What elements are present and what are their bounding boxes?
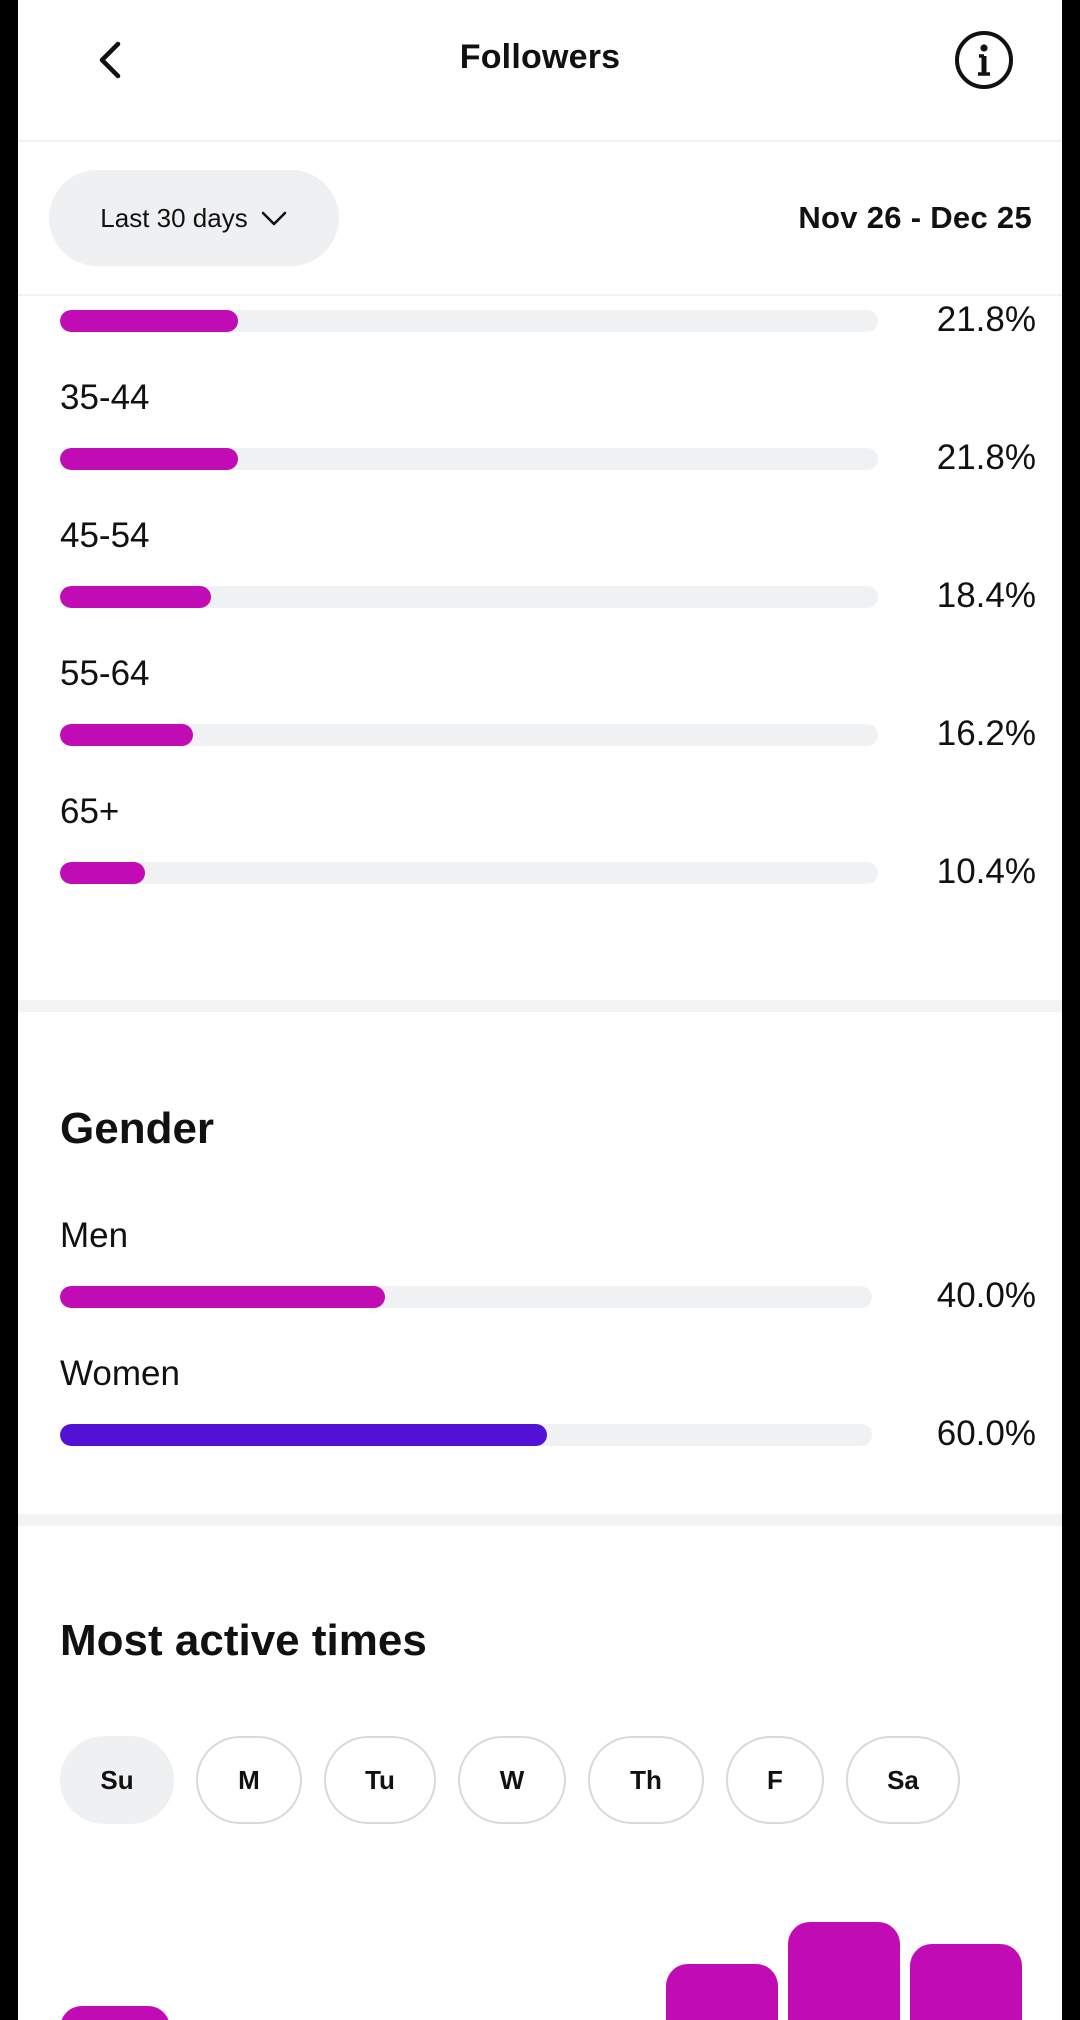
row-label: 65+ [60, 792, 120, 831]
row-value: 40.0% [936, 1276, 1036, 1315]
bar-track [60, 586, 878, 608]
day-chip-w[interactable]: W [458, 1736, 566, 1824]
row-label: 55-64 [60, 654, 150, 693]
content: 21.8% 35-44 21.8% 45-54 18.4% 55-64 16.2… [18, 296, 1062, 2020]
bar-track [60, 1286, 872, 1308]
section-divider [18, 1000, 1062, 1012]
day-chip-m[interactable]: M [196, 1736, 302, 1824]
bar-track [60, 448, 878, 470]
day-chip-f[interactable]: F [726, 1736, 824, 1824]
chevron-left-icon [99, 41, 121, 79]
day-chip-tu[interactable]: Tu [324, 1736, 436, 1824]
day-chip-sa[interactable]: Sa [846, 1736, 960, 1824]
row-value: 18.4% [936, 576, 1036, 615]
bar-fill [60, 862, 146, 884]
activity-bar [788, 1922, 900, 2020]
row-value: 16.2% [936, 714, 1036, 753]
right-edge [1062, 0, 1080, 2020]
active-times-title: Most active times [60, 1616, 427, 1665]
chevron-down-icon [261, 211, 287, 226]
top-bar: Followers [18, 0, 1062, 142]
filter-bar: Last 30 days Nov 26 - Dec 25 [18, 142, 1062, 296]
row-value: 60.0% [936, 1414, 1036, 1453]
bar-track [60, 1424, 872, 1446]
info-icon [955, 31, 1013, 89]
date-range-text: Nov 26 - Dec 25 [798, 200, 1032, 235]
activity-bar [666, 1964, 778, 2020]
activity-bar [910, 1944, 1022, 2020]
bar-track [60, 724, 878, 746]
row-label: 45-54 [60, 516, 150, 555]
page-title: Followers [459, 38, 621, 76]
row-value: 10.4% [936, 852, 1036, 891]
bar-fill [60, 448, 239, 470]
info-button[interactable] [952, 28, 1016, 92]
bar-fill [60, 1424, 548, 1446]
back-button[interactable] [80, 30, 140, 90]
day-chip-su[interactable]: Su [60, 1736, 174, 1824]
bar-fill [60, 586, 211, 608]
row-label: Women [60, 1354, 180, 1393]
active-times-chart [18, 1886, 1062, 2020]
bar-fill [60, 310, 239, 332]
row-label: Men [60, 1216, 129, 1255]
section-divider [18, 1514, 1062, 1526]
date-range-dropdown-label: Last 30 days [100, 202, 248, 233]
bar-track [60, 862, 878, 884]
day-chip-th[interactable]: Th [588, 1736, 704, 1824]
bar-track [60, 310, 878, 332]
activity-bar [60, 2006, 170, 2020]
row-label: 35-44 [60, 378, 150, 417]
bar-fill [60, 724, 193, 746]
date-range-dropdown[interactable]: Last 30 days [49, 170, 339, 266]
gender-title: Gender [60, 1104, 215, 1153]
left-edge [0, 0, 18, 2020]
bar-fill [60, 1286, 385, 1308]
row-value: 21.8% [936, 300, 1036, 339]
row-value: 21.8% [936, 438, 1036, 477]
day-selector: Su M Tu W Th F Sa [60, 1736, 960, 1824]
